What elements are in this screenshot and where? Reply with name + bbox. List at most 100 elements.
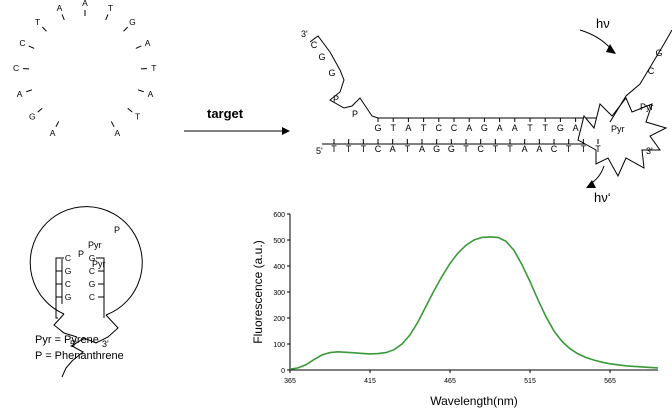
x-tick-label: 515 — [524, 378, 536, 385]
flap-base: G — [328, 68, 335, 78]
loop-tick — [127, 107, 133, 113]
hv-out-label: hν‘ — [594, 190, 611, 205]
hairpin-linker — [61, 314, 119, 378]
loop-base: T — [108, 3, 113, 13]
bottom-base: T — [463, 144, 469, 154]
x-axis-label: Wavelength(nm) — [430, 394, 518, 408]
bottom-base: A — [522, 144, 528, 154]
loop-base: G — [29, 112, 36, 122]
top-base: T — [542, 123, 548, 133]
x-tick-label: 415 — [364, 378, 376, 385]
y-tick-label: 200 — [273, 316, 285, 323]
x-tick-label: 365 — [284, 378, 296, 385]
stem-left-base: C — [65, 253, 71, 263]
stem-left-strand — [55, 257, 64, 319]
loop-base: T — [35, 17, 40, 27]
loop-base: C — [13, 63, 19, 73]
flap-3p: 3' — [301, 29, 308, 39]
loop-tick — [26, 89, 33, 93]
bottom-base: A — [536, 144, 542, 154]
hairpin-pyr-bottom: Pyr — [92, 259, 106, 269]
loop-tick — [105, 14, 109, 21]
stem-right-base: C — [89, 266, 95, 276]
stem-left-base: G — [65, 266, 72, 276]
loop-tick — [123, 26, 128, 32]
stem-right-base: C — [89, 292, 95, 302]
hairpin-linker-right — [53, 313, 78, 338]
burst — [577, 97, 668, 178]
bottom-base: A — [419, 144, 425, 154]
stem-left-base: G — [65, 292, 72, 302]
duplex-p2: P — [352, 109, 358, 119]
top-base: G — [557, 123, 564, 133]
loop-base: A — [148, 89, 154, 99]
loop-tick — [135, 45, 142, 49]
hairpin-pyr-top: Pyr — [88, 240, 102, 250]
bottom-base: A — [390, 144, 396, 154]
bottom-base: C — [375, 144, 382, 154]
flap-letters: CGG — [311, 40, 336, 78]
top-base: T — [390, 123, 396, 133]
loop-tick — [137, 89, 144, 93]
stem-right-base: G — [89, 253, 96, 263]
loop-tick — [55, 121, 60, 127]
top-base: A — [497, 123, 503, 133]
top-base: C — [451, 123, 458, 133]
flap-base: G — [318, 52, 325, 62]
bottom-base: T — [405, 144, 411, 154]
top-base: A — [405, 123, 411, 133]
hv-in-arrowhead — [606, 44, 616, 54]
arrow-label: target — [207, 106, 244, 121]
bottom-base: T — [493, 144, 499, 154]
loop-base: A — [50, 128, 56, 138]
loop-tick — [28, 45, 35, 49]
top-base: G — [374, 123, 381, 133]
bottom-base: T — [581, 144, 587, 154]
right-flap-base: C — [648, 66, 655, 76]
y-tick-label: 0 — [281, 368, 285, 375]
loop-base: T — [135, 112, 140, 122]
right-flap-strand — [609, 29, 672, 123]
top-base: A — [466, 123, 472, 133]
y-tick-label: 100 — [273, 342, 285, 349]
top-base: T — [421, 123, 427, 133]
loop-base: C — [19, 38, 25, 48]
legend-p: P = Phenanthrene — [35, 350, 124, 362]
y-tick-label: 400 — [273, 264, 285, 271]
bottom-base: T — [595, 144, 601, 154]
hairpin-3p: 3' — [102, 339, 109, 349]
duplex-3p: 3' — [646, 146, 653, 156]
bottom-base: G — [448, 144, 455, 154]
bottom-base: T — [361, 144, 367, 154]
top-base: A — [573, 123, 579, 133]
loop-base: A — [115, 128, 121, 138]
flap-strand — [309, 35, 596, 119]
hairpin-p-mid: P — [78, 249, 84, 259]
legend-pyr: Pyr = Pyrene — [35, 334, 99, 346]
hv-in-label: hν — [596, 16, 610, 31]
loop-base: A — [57, 3, 63, 13]
hairpin-p-top-right: P — [114, 225, 120, 235]
y-ticks: 0 100 200 300 400 500 600 — [273, 212, 290, 375]
top-base: G — [481, 123, 488, 133]
y-tick-label: 600 — [273, 212, 285, 219]
right-flap-letters: CG — [648, 48, 663, 76]
top-base: C — [436, 123, 443, 133]
duplex — [309, 29, 672, 185]
duplex-pyr1: Pyr — [611, 124, 625, 134]
loop-tick — [42, 26, 47, 32]
loop-tick — [37, 107, 43, 113]
x-ticks: 365 415 465 515 565 — [284, 370, 616, 385]
stem-left-base: C — [65, 279, 71, 289]
reaction-arrowhead — [282, 127, 290, 135]
fluorescence-chart: 0 100 200 300 400 500 600 365 415 465 515 565 Fluo… — [251, 212, 659, 408]
hairpin-5p: 5' — [70, 339, 77, 349]
loop-tick — [110, 121, 115, 127]
hv-out-arrowhead — [586, 180, 596, 188]
stem-right-base: G — [89, 279, 96, 289]
duplex-pyr2: Pyr — [640, 102, 654, 112]
